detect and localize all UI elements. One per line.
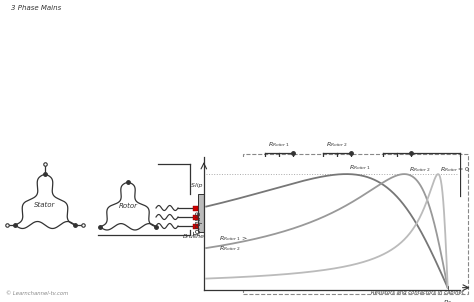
- Text: © Learnchannel-tv.com: © Learnchannel-tv.com: [6, 291, 68, 296]
- Y-axis label: Torque: Torque: [193, 210, 202, 236]
- Bar: [261, 158, 270, 174]
- Text: 3 Phase Mains: 3 Phase Mains: [11, 5, 61, 11]
- Text: $R_{Rotor\ 1}$: $R_{Rotor\ 1}$: [268, 140, 290, 149]
- Text: Brushes: Brushes: [182, 234, 208, 239]
- Text: $R_{Rotor\ 1}$: $R_{Rotor\ 1}$: [348, 163, 371, 172]
- Bar: [243, 154, 468, 294]
- Text: $R_{Rotor\ 1}$ >
$R_{Rotor\ 2}$: $R_{Rotor\ 1}$ > $R_{Rotor\ 2}$: [219, 234, 248, 253]
- Bar: [198, 194, 211, 232]
- Text: Resistors and contactors in cabinet: Resistors and contactors in cabinet: [371, 290, 464, 295]
- Bar: [193, 223, 198, 229]
- Text: $R_{Rotor} = 0$: $R_{Rotor} = 0$: [440, 165, 470, 174]
- Bar: [193, 214, 198, 220]
- Bar: [407, 158, 416, 174]
- Text: Slip Ring: Slip Ring: [191, 183, 219, 188]
- Bar: [319, 158, 328, 174]
- Bar: [392, 158, 401, 174]
- Text: Shaft: Shaft: [202, 205, 207, 221]
- Bar: [193, 205, 198, 210]
- Text: $R_{Rotor\ 2}$: $R_{Rotor\ 2}$: [409, 165, 431, 174]
- Text: $R_{Rotor\ 2}$: $R_{Rotor\ 2}$: [326, 140, 348, 149]
- Bar: [289, 158, 298, 174]
- Text: Stator: Stator: [34, 202, 55, 208]
- Text: Rotor: Rotor: [118, 203, 137, 209]
- Bar: [274, 158, 283, 174]
- Text: $n_0$: $n_0$: [443, 299, 452, 302]
- Bar: [379, 158, 388, 174]
- Bar: [346, 158, 356, 174]
- Bar: [332, 158, 341, 174]
